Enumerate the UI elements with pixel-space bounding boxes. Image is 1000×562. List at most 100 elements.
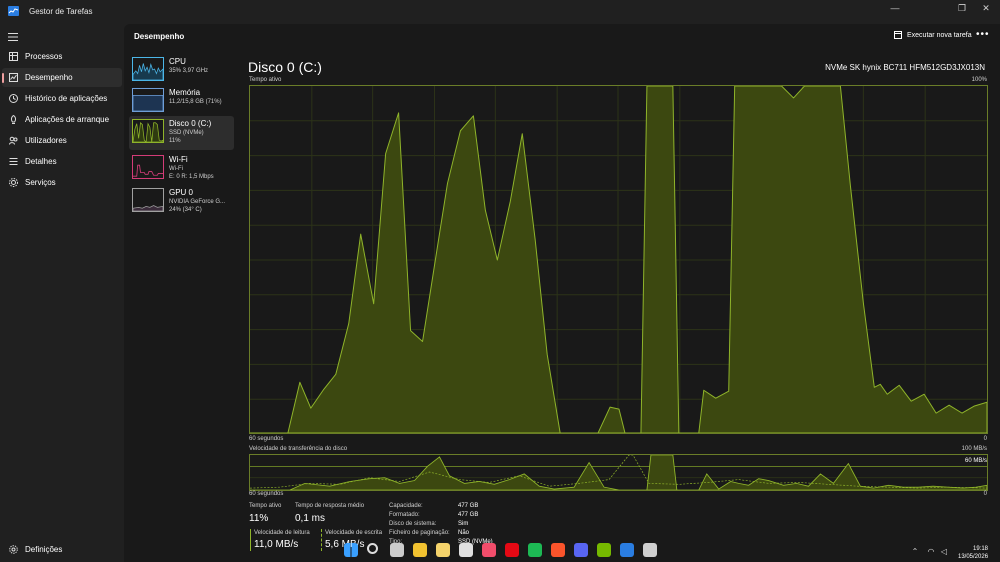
- resource-name: GPU 0: [169, 188, 194, 197]
- property-value: 477 GB: [458, 512, 479, 518]
- time-axis-start-2: 60 segundos: [249, 491, 284, 497]
- main-panel: Desempenho Executar nova tarefa ••• CPU …: [124, 24, 1000, 562]
- clock-time[interactable]: 19:18: [973, 546, 989, 552]
- disk-model: NVMe SK hynix BC711 HFM512GD3JX013N: [825, 63, 985, 72]
- sidebar-item-services[interactable]: Serviços: [2, 173, 122, 192]
- resource-usage: 11%: [169, 138, 181, 144]
- resource-usage: 24% (34° C): [169, 207, 202, 213]
- netflix-icon[interactable]: [505, 543, 519, 557]
- resource-name: CPU: [169, 57, 186, 66]
- gpu-thumbnail: [132, 188, 164, 212]
- wifi-thumbnail: [132, 155, 164, 179]
- users-icon: [9, 136, 18, 145]
- page-title: Desempenho: [134, 32, 185, 41]
- sidebar-item-label: Utilizadores: [25, 136, 67, 145]
- minimize-button[interactable]: —: [890, 3, 900, 13]
- sidebar: Processos Desempenho Histórico de aplica…: [0, 24, 124, 562]
- performance-icon: [9, 73, 18, 82]
- resource-detail: 11,2/15,8 GB (71%): [169, 99, 222, 105]
- hamburger-menu-icon[interactable]: [8, 32, 18, 42]
- run-new-task-label: Executar nova tarefa: [907, 32, 972, 39]
- more-options-button[interactable]: •••: [976, 29, 990, 40]
- title-bar: Gestor de Tarefas — ❐ ✕: [0, 0, 1000, 24]
- cpu-thumbnail: [132, 57, 164, 81]
- task-manager-icon[interactable]: [643, 543, 657, 557]
- read-speed-indicator: [250, 529, 251, 551]
- sidebar-item-performance[interactable]: Desempenho: [2, 68, 122, 87]
- task-manager-icon: [8, 6, 19, 16]
- maximize-button[interactable]: ❐: [957, 3, 967, 13]
- property-key: Tipo:: [389, 539, 403, 545]
- response-time-label: Tempo de resposta médio: [295, 503, 365, 509]
- property-key: Ficheiro de paginação:: [389, 530, 450, 536]
- resource-item-memory[interactable]: Memória 11,2/15,8 GB (71%): [129, 85, 234, 119]
- active-time-max-label: 100%: [971, 77, 987, 83]
- details-icon: [9, 158, 18, 165]
- volume-icon[interactable]: ◁: [940, 547, 948, 556]
- resource-detail: NVIDIA GeForce G...: [169, 199, 226, 205]
- windows-start-icon[interactable]: [344, 543, 358, 557]
- resource-detail: SSD (NVMe): [169, 130, 204, 136]
- sidebar-item-users[interactable]: Utilizadores: [2, 131, 122, 150]
- read-rate-area: [250, 455, 987, 490]
- notes-icon[interactable]: [436, 543, 450, 557]
- time-axis-end-2: 0: [983, 491, 987, 497]
- resource-name: Wi-Fi: [169, 155, 188, 164]
- page-header: Desempenho Executar nova tarefa •••: [124, 24, 1000, 50]
- resource-item-cpu[interactable]: CPU 35% 3,97 GHz: [129, 54, 234, 88]
- read-speed-label: Velocidade de leitura: [254, 530, 310, 536]
- property-value: 477 GB: [458, 503, 479, 509]
- music-app-icon[interactable]: [482, 543, 496, 557]
- run-task-icon: [894, 31, 902, 39]
- sidebar-item-label: Definições: [25, 545, 63, 554]
- disk-thumbnail: [132, 119, 164, 143]
- resource-item-wifi[interactable]: Wi-Fi Wi-Fi E: 0 R: 1,5 Mbps: [129, 152, 234, 186]
- sidebar-item-label: Detalhes: [25, 157, 57, 166]
- transfer-rate-mark-label: 60 MB/s: [964, 458, 987, 464]
- sidebar-item-startup-apps[interactable]: Aplicações de arranque: [2, 110, 122, 129]
- property-value: SSD (NVMe): [458, 539, 493, 545]
- time-axis-end: 0: [983, 436, 987, 442]
- nvidia-icon[interactable]: [597, 543, 611, 557]
- time-axis-start: 60 segundos: [249, 436, 284, 442]
- property-key: Capacidade:: [389, 503, 423, 509]
- disk-title: Disco 0 (C:): [248, 59, 322, 75]
- active-time-stat-value: 11%: [249, 513, 269, 524]
- property-key: Disco de sistema:: [389, 521, 437, 527]
- brave-icon[interactable]: [551, 543, 565, 557]
- sidebar-item-app-history[interactable]: Histórico de aplicações: [2, 89, 122, 108]
- clock-date[interactable]: 13/05/2026: [958, 554, 989, 560]
- sidebar-item-details[interactable]: Detalhes: [2, 152, 122, 171]
- active-indicator: [2, 73, 4, 83]
- task-view-icon[interactable]: [390, 543, 404, 557]
- response-time-value: 0,1 ms: [295, 513, 326, 524]
- services-icon: [9, 178, 18, 187]
- resource-item-disk[interactable]: Disco 0 (C:) SSD (NVMe) 11%: [129, 116, 234, 150]
- file-explorer-icon[interactable]: [413, 543, 427, 557]
- resource-name: Memória: [169, 88, 201, 97]
- spotify-icon[interactable]: [528, 543, 542, 557]
- property-value: Não: [458, 530, 470, 536]
- store-icon[interactable]: [620, 543, 634, 557]
- steam-icon[interactable]: [459, 543, 473, 557]
- window-title: Gestor de Tarefas: [29, 7, 93, 16]
- property-key: Formatado:: [389, 512, 420, 518]
- discord-icon[interactable]: [574, 543, 588, 557]
- sidebar-item-label: Histórico de aplicações: [25, 94, 108, 103]
- close-button[interactable]: ✕: [982, 3, 990, 13]
- grid-icon: [9, 52, 18, 61]
- sidebar-item-label: Serviços: [25, 178, 56, 187]
- active-time-area: [250, 86, 987, 433]
- sidebar-item-label: Desempenho: [25, 73, 73, 82]
- search-icon[interactable]: [367, 543, 378, 554]
- transfer-rate-max-label: 100 MB/s: [961, 446, 987, 452]
- resource-item-gpu[interactable]: GPU 0 NVIDIA GeForce G... 24% (34° C): [129, 185, 234, 219]
- resource-name: Disco 0 (C:): [169, 119, 212, 128]
- sidebar-item-processes[interactable]: Processos: [2, 47, 122, 66]
- wifi-icon[interactable]: ◠: [927, 547, 935, 556]
- chevron-up-icon[interactable]: ⌃: [911, 547, 919, 556]
- active-time-stat-label: Tempo ativo: [249, 503, 282, 509]
- sidebar-item-settings[interactable]: Definições: [2, 540, 122, 559]
- transfer-rate-graph: [249, 454, 988, 491]
- write-speed-indicator: [321, 529, 322, 551]
